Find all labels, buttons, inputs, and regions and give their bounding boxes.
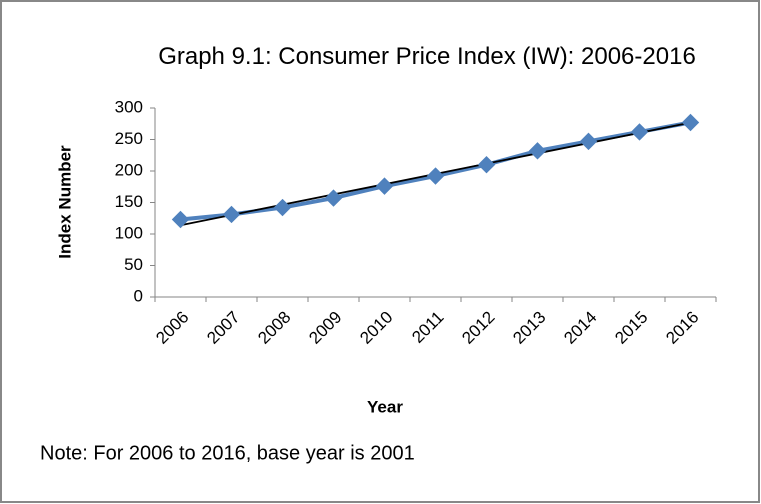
marker (528, 142, 547, 160)
x-tick-label: 2014 (560, 308, 600, 348)
y-tick-label: 0 (134, 286, 143, 305)
y-tick-label: 50 (124, 255, 143, 274)
marker (222, 205, 241, 224)
marker (375, 177, 394, 195)
y-tick-label: 150 (115, 192, 143, 211)
x-tick-label: 2011 (408, 308, 447, 347)
x-tick-label: 2006 (152, 308, 192, 348)
chart-title: Graph 9.1: Consumer Price Index (IW): 20… (158, 43, 696, 70)
marker (426, 167, 445, 185)
x-tick-label: 2008 (254, 308, 294, 348)
note: Note: For 2006 to 2016, base year is 200… (40, 442, 415, 464)
x-axis-label: Year (367, 397, 403, 416)
x-tick-label: 2012 (458, 308, 498, 348)
x-tick-label: 2013 (509, 308, 549, 348)
x-tick-label: 2010 (356, 308, 396, 348)
y-tick-label: 300 (115, 97, 143, 116)
marker (171, 210, 190, 229)
y-axis-label: Index Number (55, 145, 74, 259)
x-tick-label: 2016 (662, 308, 702, 348)
marker (324, 189, 343, 207)
marker (630, 123, 649, 141)
marker (477, 155, 496, 174)
marker (273, 198, 292, 217)
marker (681, 113, 700, 132)
y-tick-label: 100 (115, 223, 143, 242)
x-tick-label: 2009 (305, 308, 345, 348)
x-tick-label: 2015 (611, 308, 651, 348)
y-tick-label: 250 (115, 129, 143, 148)
y-tick-label: 200 (115, 160, 143, 179)
x-tick-label: 2007 (203, 308, 243, 348)
marker (579, 132, 598, 151)
